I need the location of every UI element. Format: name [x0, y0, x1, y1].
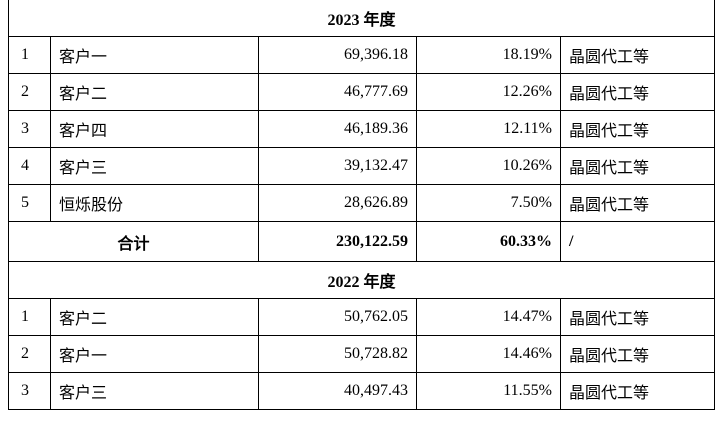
percentage: 12.26%: [416, 73, 561, 111]
total-amount: 230,122.59: [258, 221, 417, 262]
data-row: 1 客户一 69,396.18 18.19% 晶圆代工等: [8, 36, 716, 74]
content: 晶圆代工等: [559, 184, 716, 222]
content: 晶圆代工等: [559, 298, 716, 336]
content: 晶圆代工等: [559, 73, 716, 111]
percentage: 10.26%: [416, 147, 561, 185]
data-row: 1 客户二 50,762.05 14.47% 晶圆代工等: [8, 298, 716, 336]
percentage: 7.50%: [416, 184, 561, 222]
content: 晶圆代工等: [559, 110, 716, 148]
amount: 28,626.89: [258, 184, 417, 222]
content: 晶圆代工等: [559, 147, 716, 185]
total-percentage: 60.33%: [416, 221, 561, 262]
amount: 39,132.47: [258, 147, 417, 185]
row-index: 3: [8, 372, 51, 410]
content: 晶圆代工等: [559, 372, 716, 410]
content: 晶圆代工等: [559, 335, 716, 373]
row-index: 2: [8, 73, 51, 111]
data-row: 3 客户四 46,189.36 12.11% 晶圆代工等: [8, 110, 716, 148]
customer-name: 客户二: [50, 73, 259, 111]
customer-name: 客户三: [50, 147, 259, 185]
customer-table: 2023 年度 1 客户一 69,396.18 18.19% 晶圆代工等 2 客户二 46,77…: [7, 0, 716, 410]
customer-name: 客户四: [50, 110, 259, 148]
customer-name: 客户二: [50, 298, 259, 336]
row-index: 5: [8, 184, 51, 222]
customer-name: 客户三: [50, 372, 259, 410]
total-label: 合计: [8, 221, 259, 262]
amount: 50,728.82: [258, 335, 417, 373]
content: 晶圆代工等: [559, 36, 716, 74]
data-row: 3 客户三 40,497.43 11.55% 晶圆代工等: [8, 372, 716, 410]
section-header-row: 2022 年度: [7, 261, 716, 299]
row-index: 1: [8, 298, 51, 336]
amount: 46,189.36: [258, 110, 417, 148]
percentage: 14.46%: [416, 335, 561, 373]
percentage: 18.19%: [416, 36, 561, 74]
section-title: 2023 年度: [7, 0, 716, 37]
amount: 40,497.43: [258, 372, 417, 410]
data-row: 5 恒烁股份 28,626.89 7.50% 晶圆代工等: [8, 184, 716, 222]
amount: 50,762.05: [258, 298, 417, 336]
customer-name: 恒烁股份: [50, 184, 259, 222]
percentage: 11.55%: [416, 372, 561, 410]
total-row: 合计 230,122.59 60.33% /: [8, 221, 716, 262]
percentage: 12.11%: [416, 110, 561, 148]
amount: 46,777.69: [258, 73, 417, 111]
amount: 69,396.18: [258, 36, 417, 74]
customer-name: 客户一: [50, 36, 259, 74]
data-row: 2 客户一 50,728.82 14.46% 晶圆代工等: [8, 335, 716, 373]
row-index: 4: [8, 147, 51, 185]
row-index: 3: [8, 110, 51, 148]
percentage: 14.47%: [416, 298, 561, 336]
total-content: /: [559, 221, 716, 262]
row-index: 1: [8, 36, 51, 74]
data-row: 4 客户三 39,132.47 10.26% 晶圆代工等: [8, 147, 716, 185]
table-body: 2023 年度 1 客户一 69,396.18 18.19% 晶圆代工等 2 客户二 46,77…: [7, 0, 716, 410]
row-index: 2: [8, 335, 51, 373]
section-header-row: 2023 年度: [7, 0, 716, 37]
data-row: 2 客户二 46,777.69 12.26% 晶圆代工等: [8, 73, 716, 111]
customer-name: 客户一: [50, 335, 259, 373]
section-title: 2022 年度: [7, 261, 716, 299]
